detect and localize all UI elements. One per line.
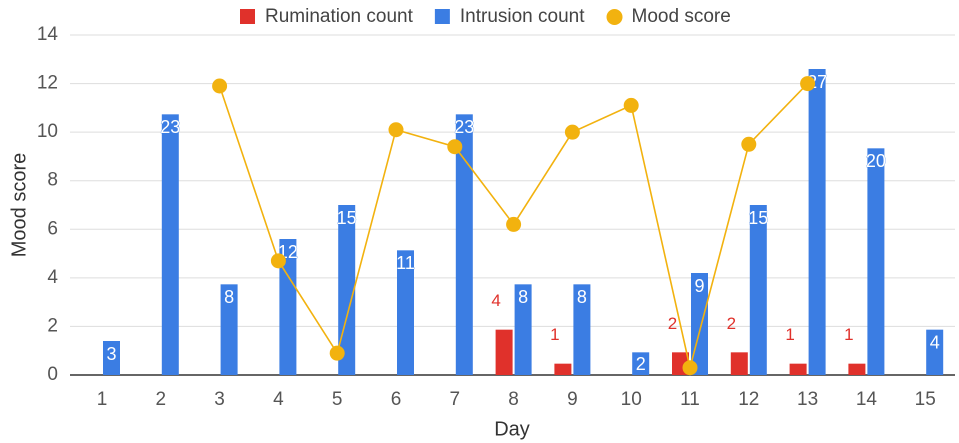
legend-label: Rumination count xyxy=(265,6,414,27)
value-label: 1 xyxy=(785,325,794,344)
y-tick-label: 0 xyxy=(47,364,58,385)
x-tick-label: 7 xyxy=(450,389,461,410)
bar xyxy=(926,329,944,375)
x-tick-label: 12 xyxy=(738,389,759,410)
value-label: 4 xyxy=(491,291,500,310)
point xyxy=(212,78,228,94)
value-label: 20 xyxy=(866,151,886,171)
y-tick-label: 4 xyxy=(47,267,58,288)
x-tick-label: 15 xyxy=(915,389,936,410)
legend-label: Intrusion count xyxy=(460,6,585,27)
bar xyxy=(730,352,748,375)
value-label: 1 xyxy=(844,325,853,344)
point xyxy=(506,216,522,232)
x-tick-label: 5 xyxy=(332,389,343,410)
point xyxy=(564,124,580,140)
point xyxy=(800,76,816,92)
bar xyxy=(554,363,572,375)
bar xyxy=(397,250,414,375)
x-tick-label: 1 xyxy=(97,389,108,410)
bar xyxy=(455,114,473,375)
bar xyxy=(789,363,807,375)
x-tick-label: 11 xyxy=(680,389,700,410)
x-tick-label: 2 xyxy=(156,389,167,410)
value-label: 8 xyxy=(224,287,234,307)
bar xyxy=(632,352,650,375)
value-label: 2 xyxy=(636,354,646,374)
x-tick-label: 14 xyxy=(856,389,878,410)
y-tick-label: 10 xyxy=(37,121,58,142)
x-tick-label: 8 xyxy=(508,389,519,410)
legend-label: Mood score xyxy=(632,6,731,27)
legend-swatch xyxy=(606,9,623,25)
y-tick-label: 8 xyxy=(47,170,58,191)
value-label: 15 xyxy=(337,208,357,228)
x-axis-title: Day xyxy=(494,418,530,440)
bar xyxy=(749,205,767,375)
value-label: 2 xyxy=(668,314,677,333)
point xyxy=(388,122,404,138)
bar xyxy=(573,284,591,375)
point xyxy=(329,345,345,361)
value-label: 4 xyxy=(930,332,940,352)
bar xyxy=(279,239,297,375)
value-label: 23 xyxy=(160,117,180,137)
point xyxy=(623,97,639,113)
bar xyxy=(808,69,826,375)
y-axis-title: Mood score xyxy=(8,153,30,258)
y-tick-label: 14 xyxy=(37,24,59,45)
value-label: 15 xyxy=(748,208,768,228)
point xyxy=(447,139,463,155)
value-label: 8 xyxy=(518,287,528,307)
value-label: 1 xyxy=(550,325,559,344)
point xyxy=(270,253,286,269)
y-tick-label: 12 xyxy=(37,73,58,94)
bar xyxy=(103,341,120,375)
bar xyxy=(848,363,866,375)
x-tick-label: 3 xyxy=(214,389,225,410)
x-tick-label: 9 xyxy=(567,389,578,410)
bar xyxy=(867,148,885,375)
value-label: 2 xyxy=(727,314,736,333)
x-tick-label: 4 xyxy=(273,389,284,410)
y-tick-label: 6 xyxy=(47,218,58,239)
legend-swatch xyxy=(240,9,255,24)
value-label: 9 xyxy=(694,276,704,296)
point xyxy=(741,136,757,152)
legend-swatch xyxy=(434,9,450,24)
value-label: 8 xyxy=(577,287,587,307)
bar xyxy=(514,284,532,375)
bar xyxy=(220,284,238,375)
x-tick-label: 13 xyxy=(797,389,818,410)
value-label: 3 xyxy=(106,344,116,364)
bar xyxy=(495,329,513,375)
x-tick-label: 10 xyxy=(621,389,642,410)
bar xyxy=(161,114,179,375)
point xyxy=(682,360,698,376)
x-tick-label: 6 xyxy=(391,389,402,410)
y-tick-label: 2 xyxy=(47,315,58,336)
value-label: 23 xyxy=(454,117,474,137)
value-label: 11 xyxy=(396,253,415,273)
